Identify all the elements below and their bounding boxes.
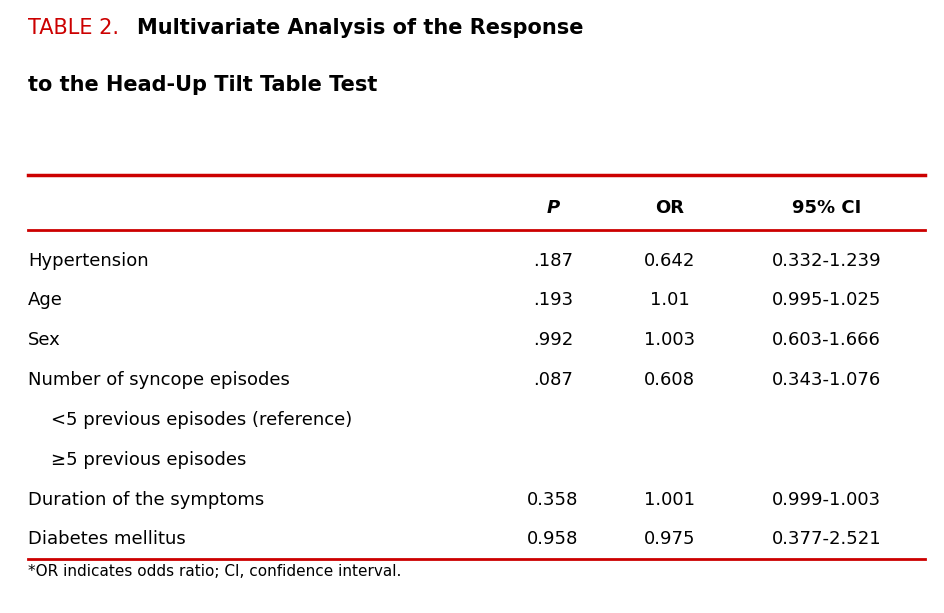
Text: 95% CI: 95% CI [792, 199, 861, 218]
Text: 1.003: 1.003 [644, 331, 695, 349]
Text: .087: .087 [533, 371, 573, 389]
Text: 1.01: 1.01 [649, 291, 689, 310]
Text: 0.332-1.239: 0.332-1.239 [771, 251, 882, 270]
Text: to the Head-Up Tilt Table Test: to the Head-Up Tilt Table Test [28, 75, 378, 95]
Text: 0.608: 0.608 [644, 371, 695, 389]
Text: ≥5 previous episodes: ≥5 previous episodes [28, 451, 246, 469]
Text: 0.999-1.003: 0.999-1.003 [772, 490, 881, 509]
Text: 0.642: 0.642 [644, 251, 695, 270]
Text: 1.001: 1.001 [644, 490, 695, 509]
Text: Number of syncope episodes: Number of syncope episodes [28, 371, 290, 389]
Text: 0.975: 0.975 [644, 530, 696, 549]
Text: 0.343-1.076: 0.343-1.076 [772, 371, 881, 389]
Text: P: P [547, 199, 560, 218]
Text: .992: .992 [532, 331, 573, 349]
Text: 0.995-1.025: 0.995-1.025 [772, 291, 881, 310]
Text: Duration of the symptoms: Duration of the symptoms [28, 490, 264, 509]
Text: 0.603-1.666: 0.603-1.666 [772, 331, 881, 349]
Text: OR: OR [655, 199, 684, 218]
Text: Age: Age [28, 291, 63, 310]
Text: Sex: Sex [28, 331, 61, 349]
Text: 0.377-2.521: 0.377-2.521 [771, 530, 882, 549]
Text: Diabetes mellitus: Diabetes mellitus [28, 530, 186, 549]
Text: .187: .187 [533, 251, 573, 270]
Text: TABLE 2.: TABLE 2. [28, 18, 119, 39]
Text: Multivariate Analysis of the Response: Multivariate Analysis of the Response [137, 18, 583, 39]
Text: <5 previous episodes (reference): <5 previous episodes (reference) [28, 411, 352, 429]
Text: *OR indicates odds ratio; CI, confidence interval.: *OR indicates odds ratio; CI, confidence… [28, 565, 402, 579]
Text: 0.958: 0.958 [528, 530, 579, 549]
Text: 0.358: 0.358 [528, 490, 579, 509]
Text: .193: .193 [532, 291, 573, 310]
Text: Hypertension: Hypertension [28, 251, 149, 270]
